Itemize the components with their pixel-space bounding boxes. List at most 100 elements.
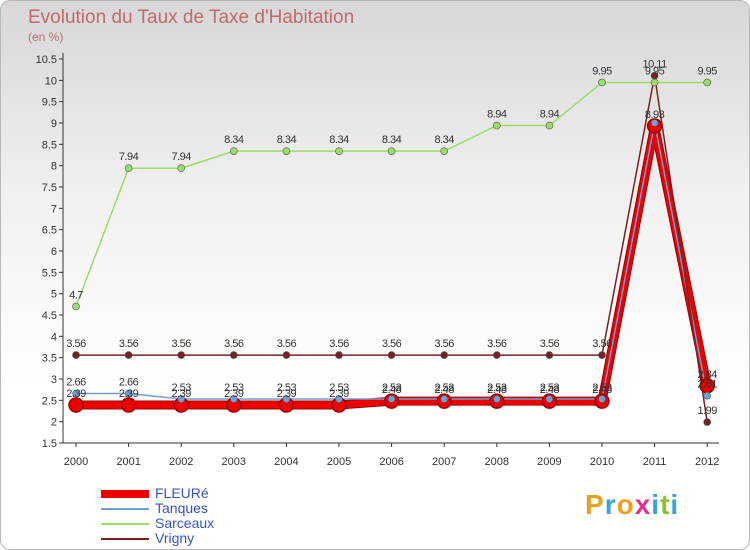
data-label: 3.56 — [540, 338, 560, 350]
chart-title: Evolution du Taux de Taxe d'Habitation — [28, 7, 355, 28]
x-tick-label: 2005 — [327, 456, 351, 468]
y-tick-label: 9.5 — [42, 97, 57, 109]
logo-letter: x — [634, 489, 652, 520]
data-point — [282, 147, 291, 155]
data-label: 8.94 — [487, 109, 507, 121]
y-tick-label: 7 — [51, 203, 57, 215]
data-label: 7.94 — [171, 151, 191, 163]
y-tick-label: 2 — [51, 417, 57, 429]
data-point — [387, 395, 396, 403]
logo-letter: t — [660, 489, 671, 520]
logo-letter: i — [651, 489, 661, 520]
data-label: 2.53 — [540, 382, 560, 394]
data-point — [177, 351, 185, 359]
x-tick-label: 2002 — [169, 456, 193, 468]
data-point — [282, 395, 291, 403]
data-point — [68, 397, 84, 413]
x-tick-label: 2004 — [274, 456, 298, 468]
data-label: 2.61 — [697, 379, 717, 391]
chart-subtitle: (en %) — [28, 30, 64, 44]
data-point — [230, 351, 238, 359]
data-point — [650, 78, 659, 87]
legend-swatch — [101, 508, 149, 510]
data-point — [598, 78, 606, 87]
data-point — [230, 147, 238, 155]
x-tick-label: 2010 — [590, 456, 614, 468]
data-label: 4.7 — [69, 289, 83, 301]
data-label: 3.56 — [592, 338, 612, 350]
legend-swatch — [101, 490, 149, 498]
y-tick-label: 3 — [51, 374, 57, 386]
data-label: 2.39 — [66, 388, 86, 400]
data-point — [124, 389, 133, 398]
data-label: 2.53 — [329, 382, 349, 394]
data-label: 2.53 — [171, 382, 191, 394]
data-point — [387, 147, 396, 155]
data-label: 1.99 — [697, 405, 717, 417]
data-label: 3.56 — [434, 338, 454, 350]
data-point — [120, 397, 137, 413]
data-point — [72, 302, 80, 311]
data-point — [72, 351, 80, 359]
data-label: 10.11 — [642, 59, 667, 71]
data-point — [72, 389, 80, 398]
y-tick-label: 5.5 — [42, 267, 57, 279]
data-point — [335, 147, 343, 155]
data-point — [177, 395, 185, 403]
data-label: 3.56 — [487, 338, 507, 350]
y-tick-label: 7.5 — [42, 182, 57, 194]
x-tick-label: 2003 — [222, 456, 246, 468]
data-point — [440, 147, 449, 155]
data-label: 3.56 — [119, 338, 139, 350]
data-point — [545, 351, 554, 359]
data-label: 2.53 — [382, 382, 402, 394]
data-label: 8.94 — [540, 109, 560, 121]
data-label: 2.39 — [277, 388, 297, 400]
y-tick-label: 8.5 — [42, 139, 57, 151]
data-point — [598, 351, 606, 359]
data-label: 8.93 — [645, 109, 665, 121]
data-label: 3.56 — [66, 338, 86, 350]
data-point — [703, 418, 712, 426]
x-tick-label: 2007 — [432, 456, 456, 468]
data-label: 2.53 — [487, 382, 507, 394]
y-tick-label: 5 — [51, 289, 57, 301]
data-point — [440, 351, 449, 359]
data-label: 2.53 — [224, 382, 244, 394]
data-point — [335, 395, 343, 403]
y-tick-label: 2.5 — [42, 395, 57, 407]
data-label: 8.34 — [329, 134, 349, 146]
logo-letter: r — [604, 489, 617, 520]
y-tick-label: 6.5 — [42, 225, 57, 237]
data-point — [492, 121, 501, 130]
data-label: 3.56 — [382, 338, 402, 350]
data-label: 2.66 — [66, 377, 86, 389]
logo-letter: P — [585, 489, 605, 520]
data-label: 2.39 — [119, 388, 139, 400]
data-label: 8.34 — [277, 134, 297, 146]
y-tick-label: 6 — [51, 246, 57, 258]
data-label: 2.48 — [540, 384, 560, 396]
data-point — [650, 71, 659, 80]
data-label: 2.48 — [592, 384, 612, 396]
x-tick-label: 2008 — [485, 456, 509, 468]
x-tick-label: 2012 — [695, 456, 719, 468]
data-point — [124, 351, 133, 359]
data-point — [177, 164, 185, 173]
data-point — [282, 351, 291, 359]
data-point — [440, 395, 449, 403]
data-label: 2.84 — [697, 369, 717, 381]
y-tick-label: 4 — [51, 331, 57, 343]
data-point — [387, 351, 396, 359]
data-point — [650, 119, 659, 127]
x-tick-label: 2009 — [537, 456, 561, 468]
data-label: 2.53 — [592, 382, 612, 394]
data-point — [598, 395, 606, 403]
x-tick-label: 2001 — [116, 456, 140, 468]
y-tick-label: 1.5 — [42, 438, 57, 450]
data-label: 3.56 — [171, 338, 191, 350]
data-label: 2.48 — [382, 384, 402, 396]
logo-letter: o — [616, 489, 635, 520]
